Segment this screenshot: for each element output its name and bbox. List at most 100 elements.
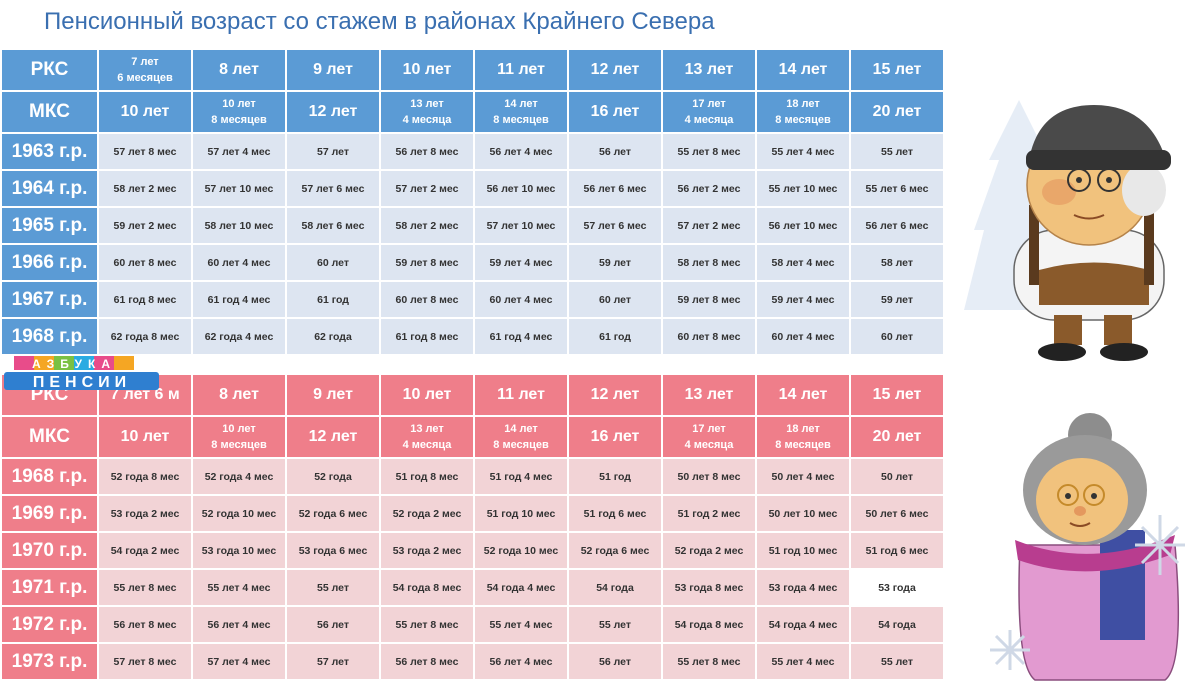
mks-header-row: МКС 10 лет 10 лет 8 месяцев 12 лет 13 лет 4 ме… [2, 92, 943, 132]
rks-header-cell: 13 лет [663, 375, 755, 415]
rks-header-line: 13 лет [684, 61, 734, 78]
mks-header-cell: 16 лет [569, 417, 661, 457]
mks-header-cell: 10 лет [99, 92, 191, 132]
mks-header-line: 8 месяцев [775, 439, 831, 451]
mks-label: МКС [2, 92, 97, 132]
mks-header-cell: 12 лет [287, 92, 379, 132]
rks-header-line: 10 лет [402, 386, 452, 403]
rks-header-cell: 15 лет [851, 50, 943, 90]
birth-year: 1970 г.р. [2, 533, 97, 568]
mks-header-cell: 12 лет [287, 417, 379, 457]
table-row: 1965 г.р. 59 лет 2 мес 58 лет 10 мес 58 лет… [2, 208, 943, 243]
mks-header-cell: 13 лет 4 месяца [381, 92, 473, 132]
pension-age-cell: 59 лет 8 мес [381, 245, 473, 280]
pension-age-cell: 53 года 6 мес [287, 533, 379, 568]
pension-age-cell: 52 года [287, 459, 379, 494]
mks-header-line: 4 месяца [402, 114, 452, 126]
pension-age-cell: 55 лет 4 мес [757, 644, 849, 679]
mks-header-line: 18 лет [786, 98, 820, 110]
mks-header-line: 10 лет [120, 428, 170, 445]
pension-age-cell: 54 года [851, 607, 943, 642]
rks-header-line: 12 лет [590, 386, 640, 403]
pension-age-cell: 57 лет 10 мес [475, 208, 567, 243]
pension-age-cell: 55 лет [851, 134, 943, 169]
rks-header-line: 7 лет 6 м [110, 386, 180, 403]
mks-header-cell: 17 лет 4 месяца [663, 92, 755, 132]
rks-header-line: 10 лет [402, 61, 452, 78]
rks-header-line: 11 лет [497, 61, 545, 78]
birth-year: 1968 г.р. [2, 459, 97, 494]
mks-header-line: 8 месяцев [211, 439, 267, 451]
pension-age-cell: 56 лет 4 мес [475, 134, 567, 169]
mks-header-line: 16 лет [590, 103, 640, 120]
mks-header-line: 10 лет [120, 103, 170, 120]
rks-header-cell: 7 лет 6 месяцев [99, 50, 191, 90]
pension-age-cell: 60 лет [569, 282, 661, 317]
pension-age-cell: 59 лет [851, 282, 943, 317]
mks-header-cell: 14 лет 8 месяцев [475, 417, 567, 457]
pension-age-cell: 55 лет 8 мес [663, 134, 755, 169]
pension-age-cell: 53 года 8 мес [663, 570, 755, 605]
pension-age-cell: 57 лет 10 мес [193, 171, 285, 206]
azbuka-pensii-logo: АЗБУКА ПЕНСИИ [4, 356, 159, 390]
rks-header-cell: 14 лет [757, 375, 849, 415]
pension-age-cell: 56 лет 8 мес [99, 607, 191, 642]
mks-header-cell: 17 лет 4 месяца [663, 417, 755, 457]
pension-age-cell: 55 лет 8 мес [99, 570, 191, 605]
rks-header-cell: 9 лет [287, 375, 379, 415]
pension-age-cell: 58 лет 4 мес [757, 245, 849, 280]
table-row: 1971 г.р. 55 лет 8 мес 55 лет 4 мес 55 лет 5… [2, 570, 943, 605]
pension-age-cell: 58 лет 6 мес [287, 208, 379, 243]
table-row: 1969 г.р. 53 года 2 мес 52 года 10 мес 52 г… [2, 496, 943, 531]
snowflake-icon [990, 515, 1185, 670]
pension-age-cell: 55 лет [287, 570, 379, 605]
rks-header-line: 15 лет [872, 61, 922, 78]
mks-label: МКС [2, 417, 97, 457]
pension-age-cell: 55 лет [851, 644, 943, 679]
rks-header-line: 13 лет [684, 386, 734, 403]
rks-header-line: 9 лет [313, 386, 353, 403]
rks-header-cell: 10 лет [381, 375, 473, 415]
birth-year: 1973 г.р. [2, 644, 97, 679]
pension-age-cell: 62 года 8 мес [99, 319, 191, 354]
grandpa-body [1013, 205, 1165, 361]
rks-header-cell: 11 лет [475, 375, 567, 415]
pension-age-cell: 60 лет 4 мес [475, 282, 567, 317]
logo-line1: АЗБУКА [32, 357, 116, 371]
pension-age-cell: 57 лет 4 мес [193, 644, 285, 679]
pension-age-cell: 56 лет 8 мес [381, 134, 473, 169]
rks-header-line: 9 лет [313, 61, 353, 78]
mks-header-line: 20 лет [872, 103, 922, 120]
pension-age-cell: 52 года 10 мес [193, 496, 285, 531]
pension-age-cell: 61 год 4 мес [475, 319, 567, 354]
mks-header-line: 8 месяцев [493, 114, 549, 126]
mks-header-line: 8 месяцев [211, 114, 267, 126]
rks-header-cell: 12 лет [569, 50, 661, 90]
pension-age-cell: 54 года 2 мес [99, 533, 191, 568]
table-row: 1968 г.р. 52 года 8 мес 52 года 4 мес 52 го… [2, 459, 943, 494]
mks-header-row: МКС 10 лет 10 лет 8 месяцев 12 лет 13 лет 4 ме… [2, 417, 943, 457]
grandma-head [1023, 413, 1147, 545]
pension-age-cell: 56 лет 2 мес [663, 171, 755, 206]
pension-age-cell: 56 лет [569, 134, 661, 169]
table-row: 1966 г.р. 60 лет 8 мес 60 лет 4 мес 60 лет 5… [2, 245, 943, 280]
mks-header-line: 13 лет [410, 98, 444, 110]
table-row: 1964 г.р. 58 лет 2 мес 57 лет 10 мес 57 лет… [2, 171, 943, 206]
rks-header-line: 11 лет [497, 386, 545, 403]
birth-year: 1968 г.р. [2, 319, 97, 354]
pension-age-cell: 60 лет 8 мес [381, 282, 473, 317]
pension-age-cell: 56 лет 6 мес [851, 208, 943, 243]
rks-header-cell: 9 лет [287, 50, 379, 90]
mks-header-line: 17 лет [692, 423, 726, 435]
pension-age-cell: 61 год 4 мес [193, 282, 285, 317]
pension-age-cell: 58 лет 2 мес [381, 208, 473, 243]
pension-age-cell: 56 лет [287, 607, 379, 642]
pension-age-cell: 57 лет [287, 134, 379, 169]
pension-age-cell: 55 лет 4 мес [757, 134, 849, 169]
pension-age-cell: 55 лет 4 мес [475, 607, 567, 642]
mks-header-line: 14 лет [504, 98, 538, 110]
rks-header-cell: 13 лет [663, 50, 755, 90]
rks-header-line: 8 лет [219, 61, 259, 78]
men-pension-table: РКС 7 лет 6 месяцев 8 лет 9 лет 10 лет 11 лет 1… [0, 48, 945, 356]
mks-header-line: 13 лет [410, 423, 444, 435]
